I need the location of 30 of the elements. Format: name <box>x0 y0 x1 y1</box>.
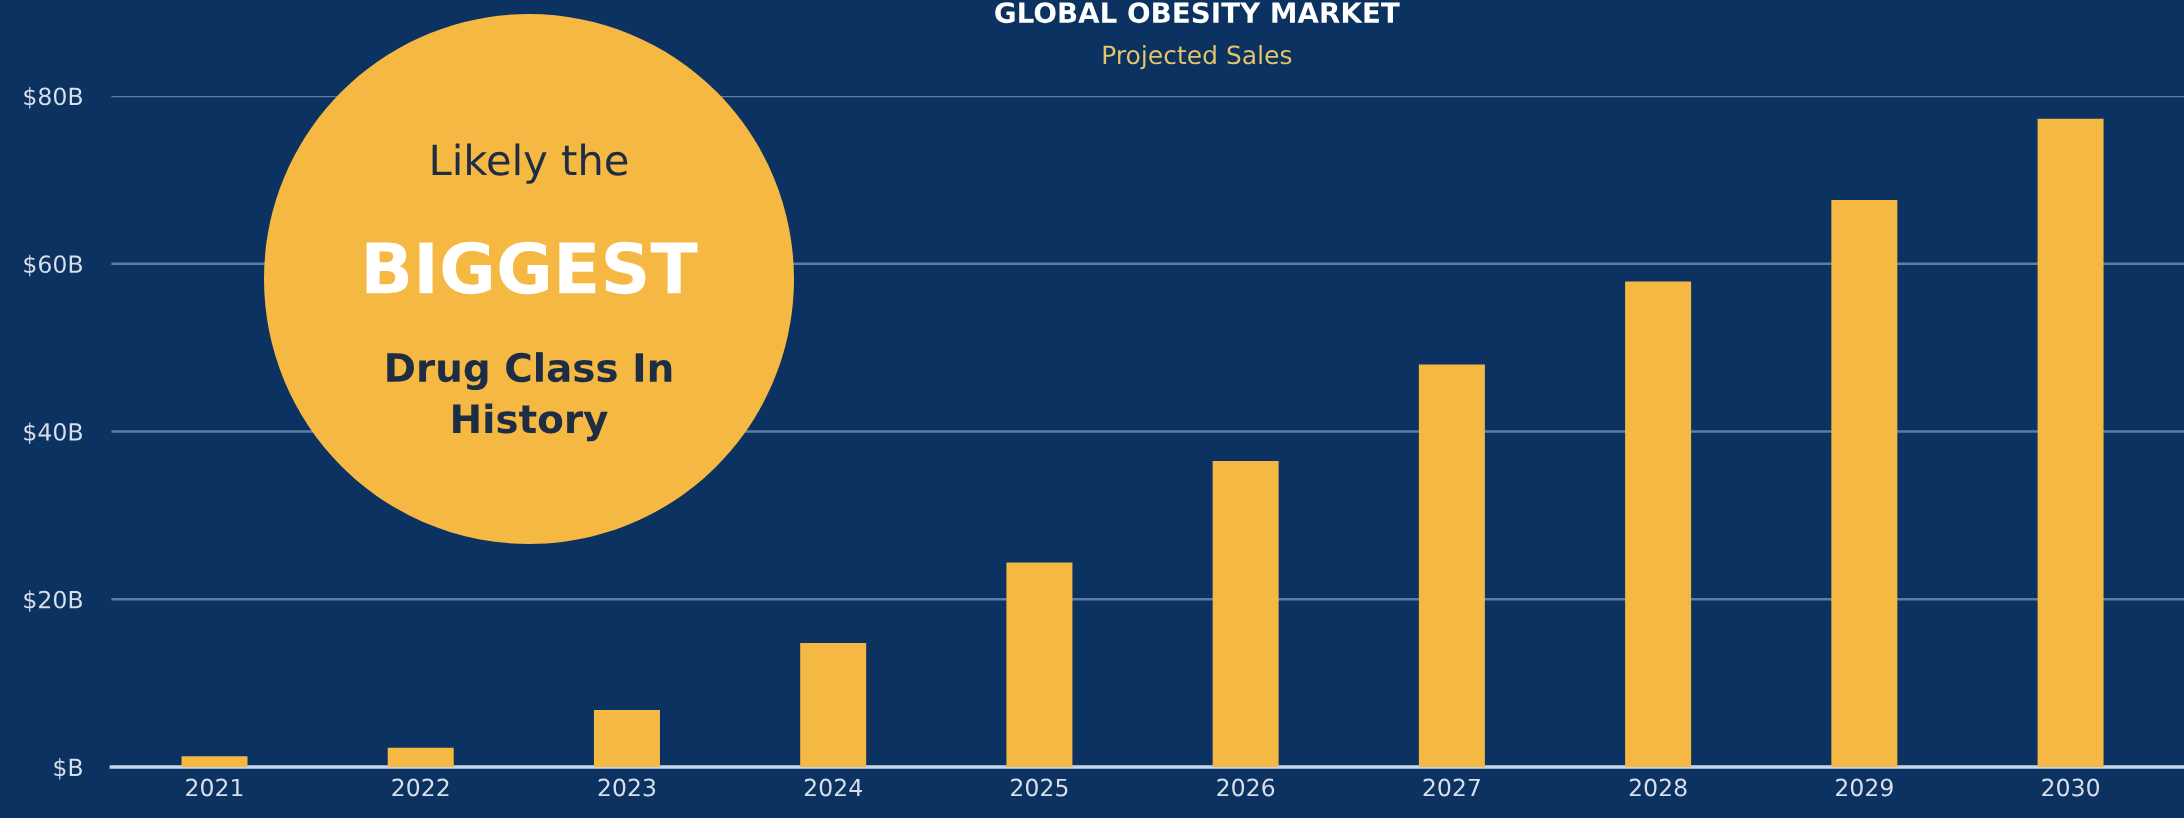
bar <box>593 710 660 768</box>
bar <box>1418 364 1485 768</box>
x-tick-label: 2030 <box>2042 778 2100 797</box>
y-tick-label: $60B <box>24 254 82 277</box>
y-tick-label: $20B <box>24 590 82 612</box>
x-tick-label: 2028 <box>1629 778 1687 797</box>
chart-title: GLOBAL OBESITY MARKET <box>995 2 1400 24</box>
annotation: Drug Class In History <box>387 352 672 442</box>
x-tick-label: 2023 <box>598 778 656 797</box>
bar <box>1212 460 1279 768</box>
x-tick-label: 2025 <box>1011 778 1068 797</box>
bar <box>387 747 454 768</box>
bar <box>1831 200 1898 768</box>
x-tick-label: 2029 <box>1836 778 1893 797</box>
x-tick-label: 2027 <box>1423 778 1480 797</box>
chart-subtitle: Projected Sales <box>1103 44 1292 70</box>
annotation: BIGGEST <box>366 241 698 295</box>
x-tick-label: 2022 <box>392 778 449 797</box>
bar <box>2037 118 2104 768</box>
bar <box>1006 562 1073 768</box>
bar <box>800 642 867 768</box>
bar <box>181 756 248 768</box>
x-tick-label: 2024 <box>804 778 862 797</box>
bar <box>1625 281 1692 768</box>
y-tick-label: $80B <box>24 87 82 109</box>
annotation: Likely the <box>432 143 628 184</box>
y-tick-label: $B <box>54 758 82 780</box>
y-tick-label: $40B <box>24 422 82 444</box>
x-tick-label: 2021 <box>186 778 243 797</box>
x-tick-label: 2026 <box>1217 778 1275 797</box>
